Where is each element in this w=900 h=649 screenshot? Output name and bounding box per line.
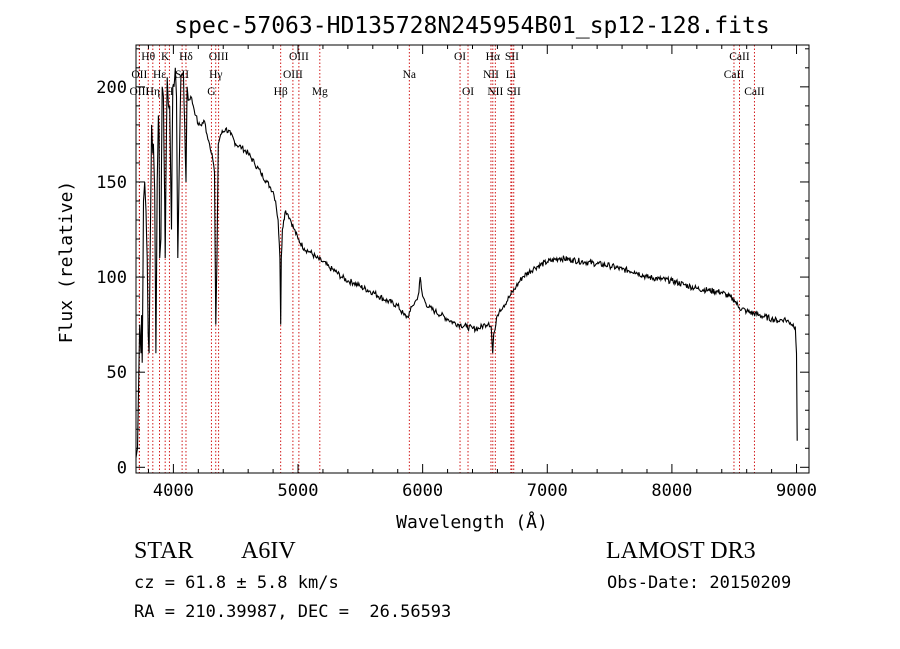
spectral-line-label: OIII bbox=[289, 51, 309, 63]
spectral-line-label: Hα bbox=[486, 51, 500, 63]
spectral-line-label: Hβ bbox=[274, 86, 288, 98]
plot-frame bbox=[135, 44, 810, 474]
x-tick-label: 6000 bbox=[402, 481, 443, 501]
spectral-line-label: CaII bbox=[744, 86, 765, 98]
spectral-line-label: NII bbox=[483, 69, 499, 81]
x-tick-label: 4000 bbox=[153, 481, 194, 501]
y-tick-label: 50 bbox=[107, 363, 127, 383]
spectral-line-label: SII bbox=[507, 86, 521, 98]
spectral-line-label: CaII bbox=[724, 69, 745, 81]
spectral-line-label: Mg bbox=[312, 86, 328, 98]
object-subclass: A6IV bbox=[241, 538, 296, 564]
spectral-line-label: Hδ bbox=[179, 51, 193, 63]
object-class: STAR bbox=[134, 538, 194, 564]
x-axis-label: Wavelength (Å) bbox=[396, 511, 548, 533]
spectral-line-label: Hγ bbox=[209, 69, 222, 81]
y-tick-label: 150 bbox=[96, 173, 127, 193]
spectral-line-markers bbox=[138, 45, 755, 473]
observation-date: Obs-Date: 20150209 bbox=[607, 573, 792, 593]
y-axis-label: Flux (relative) bbox=[56, 181, 77, 344]
axis-ticks bbox=[136, 45, 809, 473]
spectral-line-label: Hθ bbox=[141, 51, 155, 63]
axis-tick-labels: 4000 5000 6000 7000 8000 9000 0 50 100 150 200 bbox=[96, 78, 817, 501]
x-tick-label: 8000 bbox=[651, 481, 692, 501]
coordinates: RA = 210.39987, DEC = 26.56593 bbox=[134, 602, 452, 622]
x-tick-label: 9000 bbox=[776, 481, 817, 501]
y-tick-label: 0 bbox=[117, 458, 127, 478]
x-tick-label: 7000 bbox=[527, 481, 568, 501]
survey-name: LAMOST DR3 bbox=[606, 538, 756, 564]
spectral-line-label: OIII bbox=[283, 69, 303, 81]
spectral-line-label: OII bbox=[131, 69, 147, 81]
spectral-line-label: Li bbox=[506, 69, 516, 81]
spectral-line-label: CaII bbox=[729, 51, 750, 63]
y-tick-label: 200 bbox=[96, 78, 127, 98]
spectral-line-label: K bbox=[161, 51, 170, 63]
chart-title: spec-57063-HD135728N245954B01_sp12-128.f… bbox=[174, 13, 769, 39]
spectrum-series-line bbox=[135, 67, 798, 458]
spectral-line-label: NII bbox=[487, 86, 503, 98]
spectral-line-label: Na bbox=[403, 69, 416, 81]
spectral-line-label: Hη bbox=[146, 86, 160, 98]
spectral-line-label: SII bbox=[505, 51, 519, 63]
spectral-line-label: OI bbox=[462, 86, 474, 98]
spectral-line-label: OIII bbox=[129, 86, 149, 98]
y-tick-label: 100 bbox=[96, 268, 127, 288]
spectral-line-label: OIII bbox=[209, 51, 229, 63]
spectral-line-label: OI bbox=[454, 51, 466, 63]
spectral-line-label: G bbox=[207, 86, 215, 98]
redshift-cz: cz = 61.8 ± 5.8 km/s bbox=[134, 573, 339, 593]
spectral-line-label: Hε bbox=[153, 69, 166, 81]
x-tick-label: 5000 bbox=[278, 481, 319, 501]
spectral-line-label: H bbox=[165, 86, 173, 98]
